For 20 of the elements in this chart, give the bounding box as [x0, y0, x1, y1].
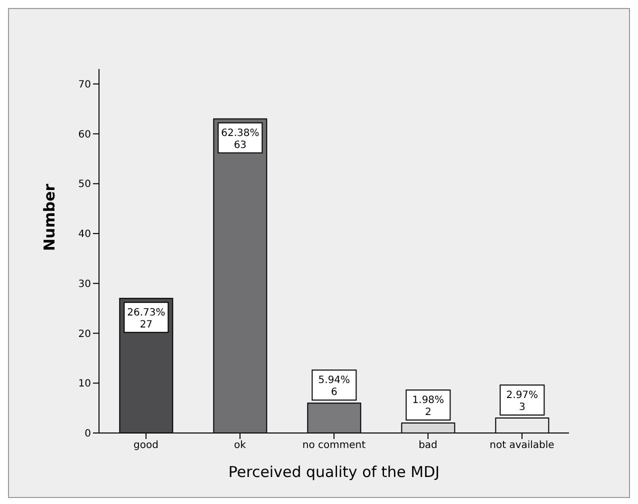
x-tick-label: good — [134, 440, 158, 452]
y-axis-title: Number — [40, 183, 58, 251]
y-tick-label: 50 — [78, 179, 91, 190]
data-label: 5.94% 6 — [318, 375, 350, 398]
y-tick-label: 60 — [78, 129, 91, 140]
y-tick-label: 10 — [78, 378, 91, 390]
x-axis-title: Perceived quality of the MDJ — [228, 463, 440, 481]
x-tick-label: no comment — [302, 440, 366, 452]
x-tick-label: ok — [234, 440, 246, 452]
x-tick-label: not available — [490, 440, 554, 452]
data-label: 26.73% 27 — [127, 307, 166, 330]
y-tick-label: 20 — [78, 328, 91, 340]
y-tick-label: 0 — [84, 428, 91, 440]
y-tick-label: 30 — [78, 278, 91, 290]
y-tick-label: 40 — [78, 229, 91, 240]
data-label: 62.38% 63 — [221, 128, 260, 151]
data-label: 2.97% 3 — [506, 390, 538, 414]
x-tick-label: bad — [418, 440, 438, 452]
data-label: 1.98% 2 — [412, 395, 444, 418]
y-tick-label: 70 — [78, 80, 91, 91]
